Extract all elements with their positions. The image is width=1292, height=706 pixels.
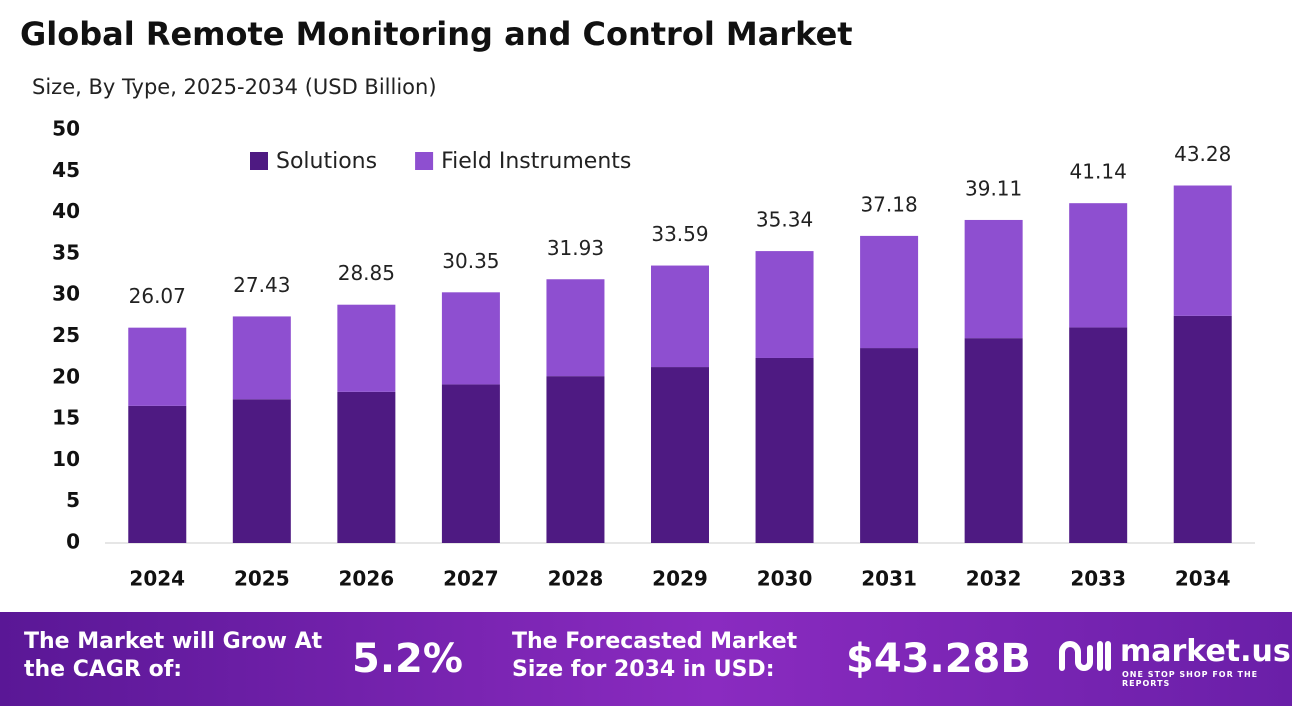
total-label: 31.93 bbox=[547, 236, 604, 260]
x-tick-label: 2027 bbox=[443, 567, 499, 591]
x-tick-label: 2026 bbox=[339, 567, 395, 591]
bar-segment bbox=[441, 384, 500, 543]
x-tick-label: 2024 bbox=[129, 567, 185, 591]
bar-segment bbox=[964, 219, 1023, 339]
total-label: 41.14 bbox=[1070, 160, 1127, 184]
brand: market.us bbox=[1120, 634, 1291, 669]
y-tick-label: 20 bbox=[52, 364, 80, 388]
y-tick-label: 35 bbox=[52, 240, 80, 264]
x-tick-label: 2032 bbox=[966, 567, 1022, 591]
legend-swatch bbox=[415, 152, 434, 170]
bar-segment bbox=[964, 338, 1023, 543]
x-tick-label: 2028 bbox=[548, 567, 604, 591]
bar-segment bbox=[1173, 315, 1232, 543]
bar-segment bbox=[860, 235, 919, 349]
x-tick-label: 2031 bbox=[861, 567, 917, 591]
y-tick-label: 45 bbox=[52, 158, 80, 182]
bar-segment bbox=[651, 265, 709, 368]
legend-label: Solutions bbox=[276, 149, 377, 174]
total-label: 30.35 bbox=[442, 249, 499, 273]
bar-segment bbox=[128, 405, 187, 543]
bar-segment bbox=[546, 376, 605, 543]
bar-segment bbox=[1173, 185, 1232, 316]
y-tick-label: 25 bbox=[52, 323, 80, 347]
cagr-text: The Market will Grow At the CAGR of: bbox=[24, 629, 323, 682]
bar-segment bbox=[1069, 203, 1128, 328]
forecast-text: The Forecasted Market Size for 2034 in U… bbox=[512, 629, 798, 682]
tagline: ONE STOP SHOP FOR THE REPORTS bbox=[1122, 670, 1259, 688]
bar-segment bbox=[651, 367, 709, 543]
x-tick-label: 2030 bbox=[757, 567, 813, 591]
y-tick-label: 50 bbox=[52, 117, 80, 141]
total-label: 39.11 bbox=[965, 176, 1022, 200]
total-label: 27.43 bbox=[233, 273, 290, 297]
x-tick-label: 2034 bbox=[1175, 567, 1231, 591]
logo bbox=[1059, 641, 1111, 671]
total-label: 26.07 bbox=[129, 284, 186, 308]
bar-segment bbox=[546, 279, 605, 377]
total-label: 37.18 bbox=[860, 192, 917, 216]
cagr-value: 5.2% bbox=[352, 636, 463, 682]
chart-subtitle: Size, By Type, 2025-2034 (USD Billion) bbox=[32, 75, 437, 99]
y-tick-label: 40 bbox=[52, 199, 80, 223]
bar-segment bbox=[1069, 327, 1128, 543]
x-tick-label: 2025 bbox=[234, 567, 290, 591]
y-tick-label: 15 bbox=[52, 406, 80, 430]
bar-segment bbox=[128, 327, 187, 406]
bar-segment bbox=[337, 391, 396, 543]
y-tick-label: 5 bbox=[66, 488, 80, 512]
legend-label: Field Instruments bbox=[441, 149, 631, 174]
total-label: 43.28 bbox=[1174, 142, 1231, 166]
bar-segment bbox=[232, 399, 291, 543]
x-tick-label: 2033 bbox=[1070, 567, 1126, 591]
total-label: 33.59 bbox=[651, 222, 708, 246]
bar-segment bbox=[755, 357, 814, 543]
x-tick-label: 2029 bbox=[652, 567, 708, 591]
bar-segment bbox=[755, 251, 814, 358]
bar-segment bbox=[232, 316, 291, 400]
y-tick-label: 0 bbox=[66, 530, 80, 554]
chart: Global Remote Monitoring and Control Mar… bbox=[20, 15, 1255, 591]
forecast-value: $43.28B bbox=[846, 636, 1031, 682]
y-tick-label: 30 bbox=[52, 282, 80, 306]
total-label: 35.34 bbox=[756, 208, 813, 232]
bar-segment bbox=[860, 348, 919, 543]
total-label: 28.85 bbox=[338, 261, 395, 285]
y-tick-label: 10 bbox=[52, 447, 80, 471]
chart-title: Global Remote Monitoring and Control Mar… bbox=[20, 15, 853, 53]
footer-banner: The Market will Grow At the CAGR of: 5.2… bbox=[0, 612, 1292, 706]
bar-segment bbox=[337, 304, 396, 392]
legend-swatch bbox=[250, 152, 268, 170]
bar-segment bbox=[441, 292, 500, 385]
